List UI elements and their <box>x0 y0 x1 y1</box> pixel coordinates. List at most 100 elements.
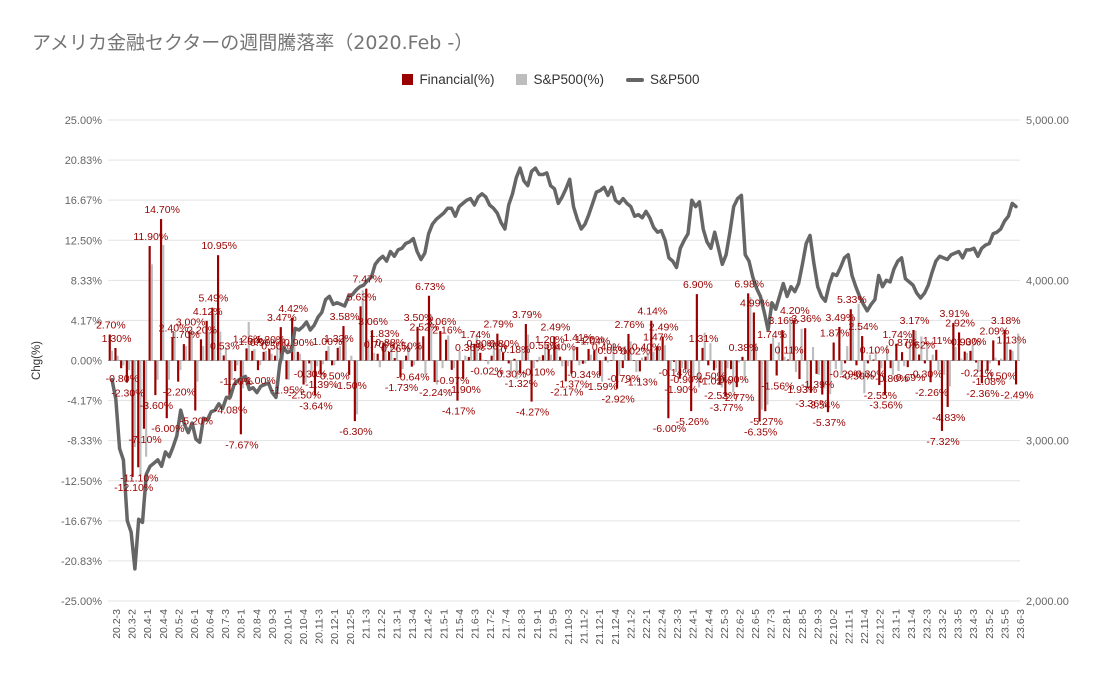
x-tick-label: 20.6-1 <box>189 609 201 639</box>
data-label-financial: 4.20% <box>780 305 810 317</box>
bar-financial <box>513 358 516 361</box>
bar-financial <box>399 360 402 378</box>
bar-sp500-pct <box>395 348 399 361</box>
bar-financial <box>159 219 163 361</box>
bar-financial <box>268 348 271 361</box>
x-tick-label: 21.1-3 <box>360 609 372 639</box>
bar-sp500-pct <box>960 358 963 361</box>
data-label-financial: 1.47% <box>643 331 673 343</box>
data-label-financial: 2.76% <box>615 319 645 331</box>
data-label-financial: -4.08% <box>214 405 247 417</box>
bar-sp500-pct <box>971 345 974 361</box>
bar-sp500-pct <box>561 360 564 367</box>
bar-sp500-pct <box>817 360 820 375</box>
bar-financial <box>781 330 784 361</box>
data-label-financial: 14.70% <box>144 204 180 216</box>
data-label-financial: 1.74% <box>883 329 913 341</box>
bar-sp500-pct <box>464 355 467 361</box>
data-label-financial: 10.95% <box>201 240 237 252</box>
bar-sp500-pct <box>145 360 148 457</box>
bar-financial <box>895 343 898 361</box>
y-left-tick-label: -8.33% <box>67 436 102 448</box>
bar-financial <box>484 360 488 361</box>
data-label-financial: 2.70% <box>96 320 126 332</box>
bar-financial <box>923 360 926 364</box>
data-label-financial: 1.00% <box>313 336 343 348</box>
legend-item-financial[interactable]: Financial(%) <box>402 72 494 87</box>
bar-sp500-pct <box>447 335 450 361</box>
bar-financial <box>1003 329 1006 361</box>
x-tick-label: 22.9-3 <box>812 609 824 639</box>
data-label-financial: -0.69% <box>892 372 925 384</box>
bar-financial <box>764 360 767 412</box>
bar-financial <box>199 339 203 361</box>
bar-financial <box>826 360 830 413</box>
bar-financial <box>957 332 961 361</box>
bar-sp500-pct <box>458 350 461 361</box>
bar-sp500-pct <box>390 347 393 361</box>
bar-sp500-pct <box>851 315 855 361</box>
bar-financial <box>524 324 527 361</box>
data-label-financial: -3.36% <box>795 398 828 410</box>
bar-financial <box>234 360 237 372</box>
bar-financial <box>975 360 978 363</box>
bar-financial <box>963 351 966 361</box>
data-label-financial: -1.50% <box>334 380 367 392</box>
x-tick-label: 22.7-3 <box>766 609 778 639</box>
y-left-tick-label: -12.50% <box>61 476 102 488</box>
data-label-financial: -1.90% <box>448 384 481 396</box>
data-label-financial: -0.14% <box>659 367 692 379</box>
bar-sp500-pct <box>310 360 313 377</box>
legend-item-sp500[interactable]: S&P500 <box>626 72 700 87</box>
data-label-financial: 1.32% <box>324 333 354 345</box>
bar-sp500-pct <box>287 360 290 380</box>
bar-sp500-pct <box>304 360 307 383</box>
y-right-tick-label: 5,000.00 <box>1026 115 1069 127</box>
legend-label-financial: Financial(%) <box>419 72 495 87</box>
bar-sp500-pct <box>316 360 319 367</box>
bar-sp500-pct <box>772 337 775 361</box>
bar-sp500-pct <box>532 360 535 369</box>
bar-financial <box>216 255 220 361</box>
bar-financial <box>786 359 790 361</box>
data-label-financial: -1.02% <box>698 375 731 387</box>
bar-sp500-pct <box>840 360 843 375</box>
data-label-financial: 7.47% <box>352 274 382 286</box>
bar-sp500-pct <box>361 290 364 361</box>
bar-sp500-pct <box>230 360 233 380</box>
bar-sp500-pct <box>110 350 114 361</box>
bar-sp500-pct <box>800 328 803 361</box>
bar-financial <box>644 356 647 361</box>
x-tick-label: 21.9-5 <box>547 609 559 639</box>
bar-financial <box>821 360 824 395</box>
data-label-financial: 0.90% <box>250 337 280 349</box>
legend-item-sp500-pct[interactable]: S&P500(%) <box>516 72 604 87</box>
data-label-financial: 0.40% <box>632 342 662 354</box>
data-label-financial: 1.74% <box>757 329 787 341</box>
data-label-financial: 3.79% <box>512 309 542 321</box>
data-label-financial: 1.70% <box>170 329 200 341</box>
bar-sp500-pct <box>538 356 541 361</box>
bar-financial <box>433 360 436 383</box>
data-label-financial: 0.18% <box>501 344 531 356</box>
y-left-tick-label: 8.33% <box>71 275 102 287</box>
data-label-financial: -0.29% <box>830 368 863 380</box>
bar-sp500-pct <box>794 360 798 373</box>
data-label-financial: 3.06% <box>358 316 388 328</box>
bar-financial <box>519 360 522 374</box>
x-tick-label: 21.3-4 <box>407 609 419 639</box>
x-tick-label: 22.2-4 <box>657 609 669 639</box>
bar-sp500-pct <box>829 360 832 395</box>
bar-financial <box>439 331 442 361</box>
data-label-financial: 6.73% <box>415 281 445 293</box>
bar-financial <box>148 246 151 361</box>
x-tick-label: 20.3-2 <box>127 609 139 639</box>
data-label-financial: 2.40% <box>159 322 189 334</box>
data-label-financial: 1.11% <box>923 335 952 347</box>
bar-financial <box>684 360 687 370</box>
bar-sp500-pct <box>133 360 136 448</box>
bar-financial <box>422 336 425 361</box>
bar-sp500-pct <box>982 360 986 362</box>
x-tick-label: 20.11-3 <box>314 609 326 644</box>
